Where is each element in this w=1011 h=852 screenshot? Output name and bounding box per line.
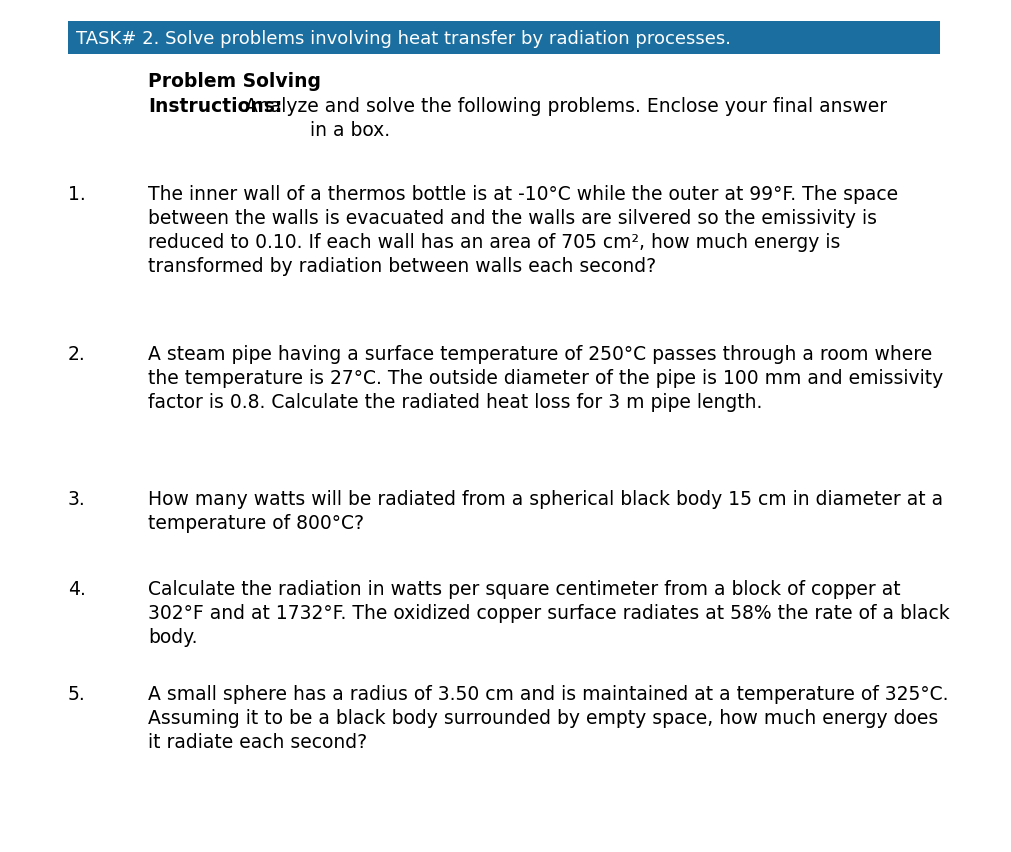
Text: 302°F and at 1732°F. The oxidized copper surface radiates at 58% the rate of a b: 302°F and at 1732°F. The oxidized copper… [148, 603, 949, 622]
Text: Instructions:: Instructions: [148, 97, 282, 116]
Text: A steam pipe having a surface temperature of 250°C passes through a room where: A steam pipe having a surface temperatur… [148, 344, 932, 364]
Text: 1.: 1. [68, 185, 86, 204]
Text: How many watts will be radiated from a spherical black body 15 cm in diameter at: How many watts will be radiated from a s… [148, 489, 943, 509]
Text: in a box.: in a box. [310, 121, 390, 140]
Text: 2.: 2. [68, 344, 86, 364]
Text: it radiate each second?: it radiate each second? [148, 732, 367, 751]
Text: 3.: 3. [68, 489, 86, 509]
Text: The inner wall of a thermos bottle is at -10°C while the outer at 99°F. The spac: The inner wall of a thermos bottle is at… [148, 185, 898, 204]
Text: body.: body. [148, 627, 197, 646]
Text: Problem Solving: Problem Solving [148, 72, 321, 91]
Text: transformed by radiation between walls each second?: transformed by radiation between walls e… [148, 256, 656, 276]
Text: 4.: 4. [68, 579, 86, 598]
Text: between the walls is evacuated and the walls are silvered so the emissivity is: between the walls is evacuated and the w… [148, 209, 877, 227]
Text: temperature of 800°C?: temperature of 800°C? [148, 514, 364, 532]
Text: factor is 0.8. Calculate the radiated heat loss for 3 m pipe length.: factor is 0.8. Calculate the radiated he… [148, 393, 762, 412]
Text: TASK# 2. Solve problems involving heat transfer by radiation processes.: TASK# 2. Solve problems involving heat t… [76, 30, 731, 48]
Text: Calculate the radiation in watts per square centimeter from a block of copper at: Calculate the radiation in watts per squ… [148, 579, 901, 598]
Text: Assuming it to be a black body surrounded by empty space, how much energy does: Assuming it to be a black body surrounde… [148, 708, 938, 727]
Text: 5.: 5. [68, 684, 86, 703]
Text: the temperature is 27°C. The outside diameter of the pipe is 100 mm and emissivi: the temperature is 27°C. The outside dia… [148, 369, 943, 388]
Text: Analyze and solve the following problems. Enclose your final answer: Analyze and solve the following problems… [239, 97, 887, 116]
Text: A small sphere has a radius of 3.50 cm and is maintained at a temperature of 325: A small sphere has a radius of 3.50 cm a… [148, 684, 948, 703]
Text: reduced to 0.10. If each wall has an area of 705 cm², how much energy is: reduced to 0.10. If each wall has an are… [148, 233, 840, 251]
